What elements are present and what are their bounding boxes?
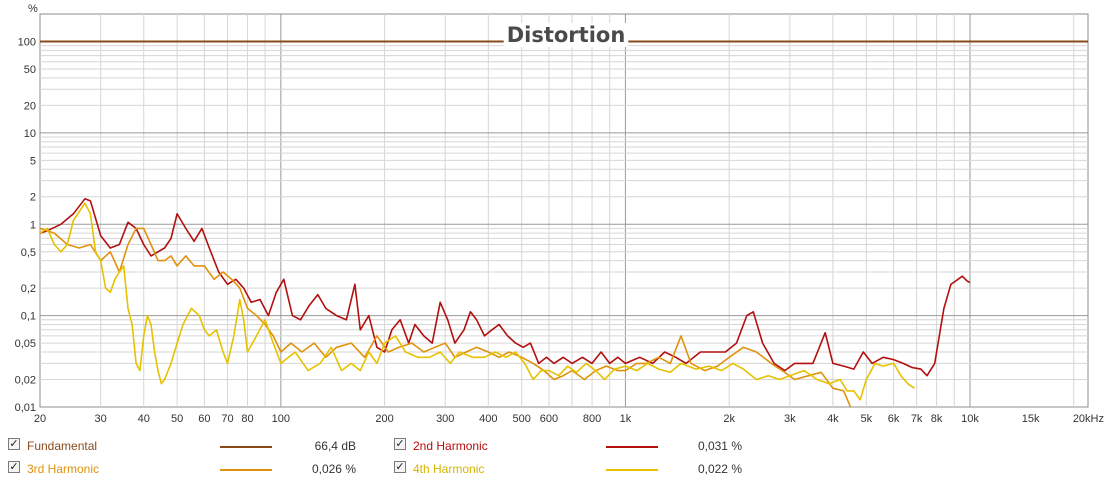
x-tick-label: 70 — [221, 413, 233, 425]
legend-label-fundamental: Fundamental — [27, 439, 98, 453]
legend-label-3rd-harmonic: 3rd Harmonic — [27, 462, 100, 476]
x-tick-label: 40 — [138, 413, 150, 425]
x-tick-label: 100 — [272, 413, 290, 425]
title-background — [503, 23, 629, 47]
legend-item-4th-harmonic[interactable]: ✓ 4th Harmonic 0,022 % — [394, 459, 774, 479]
legend-readout-3rd-harmonic: 0,026 % — [311, 462, 356, 476]
y-tick-label: 0,1 — [21, 311, 36, 323]
x-tick-label: 400 — [479, 413, 497, 425]
x-tick-label: 800 — [583, 413, 601, 425]
legend-swatch-4th-harmonic — [606, 469, 658, 471]
series-line-2nd-harmonic — [39, 198, 971, 377]
checkbox-4th-harmonic[interactable]: ✓ — [394, 460, 406, 473]
x-tick-label: 80 — [241, 413, 253, 425]
x-tick-label: 20kHz — [1073, 413, 1104, 425]
legend-readout-fundamental: 66,4 dB — [314, 439, 356, 453]
y-tick-label: 1 — [30, 219, 36, 231]
x-tick-label: 300 — [436, 413, 454, 425]
x-tick-label: 20 — [34, 413, 46, 425]
legend-readout-2nd-harmonic: 0,031 % — [697, 439, 742, 453]
x-tick-label: 8k — [931, 413, 943, 425]
x-tick-label: 500 — [513, 413, 531, 425]
y-tick-label: 50 — [24, 64, 36, 76]
distortion-chart: 100 50 20 10 5 2 1 0,5 0,2 0,1 0,05 0,02 0,01 20 30 40… — [15, 3, 1104, 425]
chart-title: Distortion — [507, 23, 626, 47]
y-axis-unit: % — [28, 3, 38, 15]
x-tick-label: 200 — [375, 413, 393, 425]
legend-swatch-2nd-harmonic — [606, 446, 658, 448]
x-tick-label: 6k — [888, 413, 900, 425]
x-tick-label: 10k — [961, 413, 979, 425]
checkbox-3rd-harmonic[interactable]: ✓ — [8, 460, 20, 473]
y-axis-ticks: 100 50 20 10 5 2 1 0,5 0,2 0,1 0,05 0,02 0,01 — [15, 37, 36, 414]
x-tick-label: 1k — [620, 413, 632, 425]
legend-item-3rd-harmonic[interactable]: ✓ 3rd Harmonic 0,026 % — [8, 459, 388, 479]
legend-readout-4th-harmonic: 0,022 % — [697, 462, 742, 476]
grid — [40, 14, 1088, 407]
legend: ✓ Fundamental 66,4 dB ✓ 2nd Harmonic 0,0… — [0, 432, 1110, 488]
legend-label-2nd-harmonic: 2nd Harmonic — [413, 439, 488, 453]
legend-item-2nd-harmonic[interactable]: ✓ 2nd Harmonic 0,031 % — [394, 436, 774, 456]
x-tick-label: 30 — [95, 413, 107, 425]
x-tick-label: 5k — [860, 413, 872, 425]
y-tick-label: 100 — [18, 37, 36, 49]
x-tick-label: 2k — [723, 413, 735, 425]
x-tick-label: 7k — [911, 413, 923, 425]
legend-swatch-3rd-harmonic — [220, 469, 272, 471]
legend-label-4th-harmonic: 4th Harmonic — [413, 462, 485, 476]
x-tick-label: 60 — [198, 413, 210, 425]
x-tick-label: 15k — [1022, 413, 1040, 425]
y-tick-label: 0,02 — [15, 374, 36, 386]
series-line-4th-harmonic — [39, 202, 915, 401]
y-tick-label: 0,2 — [21, 283, 36, 295]
series-line-3rd-harmonic — [39, 227, 852, 408]
y-tick-label: 0,5 — [21, 247, 36, 259]
checkbox-2nd-harmonic[interactable]: ✓ — [394, 437, 406, 450]
y-tick-label: 0,05 — [15, 338, 36, 350]
x-tick-label: 50 — [171, 413, 183, 425]
legend-swatch-fundamental — [220, 446, 272, 448]
x-tick-label: 3k — [784, 413, 796, 425]
y-tick-label: 20 — [24, 100, 36, 112]
y-tick-label: 2 — [30, 192, 36, 204]
y-tick-label: 5 — [30, 155, 36, 167]
x-tick-label: 4k — [827, 413, 839, 425]
y-tick-label: 0,01 — [15, 402, 36, 414]
y-tick-label: 10 — [24, 128, 36, 140]
x-axis-ticks: 20 30 40 50 60 70 80 100 200 300 400 500 600 800 1k 2k 3… — [34, 413, 1104, 425]
plot-area — [39, 13, 1089, 408]
x-tick-label: 600 — [540, 413, 558, 425]
checkbox-fundamental[interactable]: ✓ — [8, 437, 20, 450]
legend-item-fundamental[interactable]: ✓ Fundamental 66,4 dB — [8, 436, 388, 456]
